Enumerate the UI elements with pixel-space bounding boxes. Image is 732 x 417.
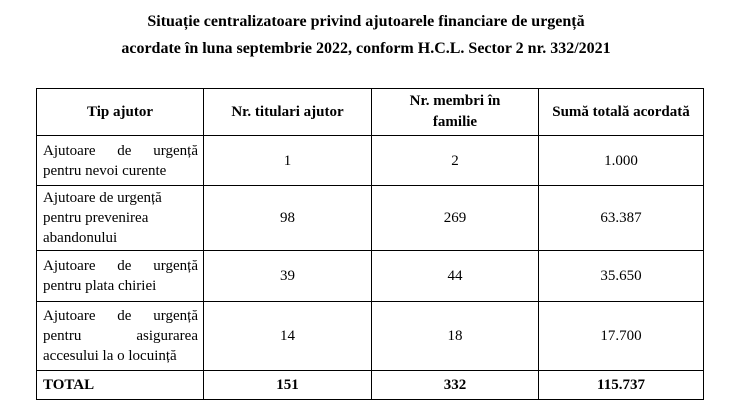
cell-suma-totala: 1.000: [538, 135, 704, 186]
table-row-acces-locuinta: Ajutoare de urgență pentru asigurarea ac…: [36, 301, 704, 371]
cell-nr-membri: 2: [371, 135, 539, 186]
cell-tip-ajutor: Ajutoare de urgență pentru prevenirea ab…: [36, 185, 204, 251]
column-header-nr-membri: Nr. membri în familie: [371, 88, 539, 136]
column-header-tip-ajutor: Tip ajutor: [36, 88, 204, 136]
cell-suma-totala: 63.387: [538, 185, 704, 251]
cell-nr-membri: 44: [371, 250, 539, 302]
cell-nr-titulari: 39: [203, 250, 372, 302]
table-row-plata-chiriei: Ajutoare de urgență pentru plata chiriei…: [36, 250, 704, 302]
cell-nr-titulari: 98: [203, 185, 372, 251]
cell-nr-membri: 18: [371, 301, 539, 371]
cell-tip-ajutor: Ajutoare de urgență pentru asigurarea ac…: [36, 301, 204, 371]
cell-total-nr-titulari: 151: [203, 370, 372, 400]
cell-total-label: TOTAL: [36, 370, 204, 400]
table-row-prevenirea-abandonului: Ajutoare de urgență pentru prevenirea ab…: [36, 185, 704, 251]
title-line-1: Situație centralizatoare privind ajutoar…: [147, 13, 585, 30]
table-row-nevoi-curente: Ajutoare de urgență pentru nevoi curente…: [36, 135, 704, 186]
aid-summary-table: Tip ajutor Nr. titulari ajutor Nr. membr…: [36, 88, 704, 400]
cell-tip-ajutor: Ajutoare de urgență pentru nevoi curente: [36, 135, 204, 186]
column-header-suma-totala: Sumă totală acordată: [538, 88, 704, 136]
cell-suma-totala: 35.650: [538, 250, 704, 302]
table-total-row: TOTAL 151 332 115.737: [36, 370, 704, 400]
cell-suma-totala: 17.700: [538, 301, 704, 371]
cell-tip-ajutor: Ajutoare de urgență pentru plata chiriei: [36, 250, 204, 302]
table-header-row: Tip ajutor Nr. titulari ajutor Nr. membr…: [36, 88, 704, 136]
title-line-2: acordate în luna septembrie 2022, confor…: [121, 40, 611, 57]
column-header-nr-titulari: Nr. titulari ajutor: [203, 88, 372, 136]
cell-total-suma-totala: 115.737: [538, 370, 704, 400]
cell-nr-titulari: 1: [203, 135, 372, 186]
cell-total-nr-membri: 332: [371, 370, 539, 400]
document-title: Situație centralizatoare privind ajutoar…: [0, 8, 732, 62]
cell-nr-titulari: 14: [203, 301, 372, 371]
cell-nr-membri: 269: [371, 185, 539, 251]
